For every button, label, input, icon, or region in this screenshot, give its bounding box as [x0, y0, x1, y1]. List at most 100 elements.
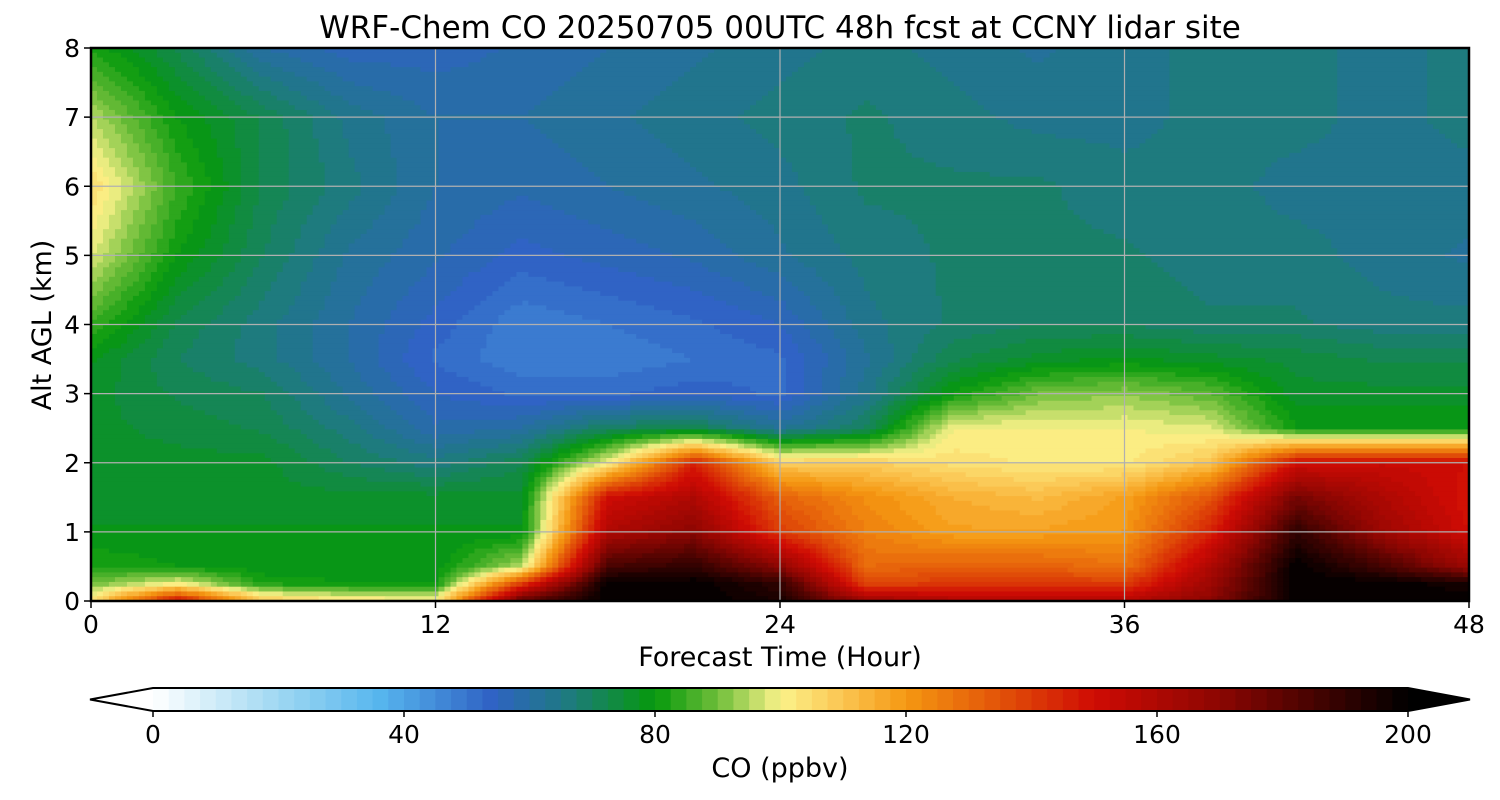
contour-cell	[120, 310, 140, 316]
contour-cell	[222, 305, 260, 311]
contour-cell	[845, 572, 853, 578]
contour-cell	[1235, 539, 1242, 545]
contour-cell	[474, 429, 529, 435]
contour-cell	[1211, 453, 1218, 459]
contour-cell	[1127, 539, 1135, 545]
contour-cell	[1283, 505, 1290, 512]
contour-cell	[618, 448, 625, 454]
contour-cell	[648, 481, 661, 488]
contour-cell	[1265, 357, 1368, 364]
contour-cell	[1217, 477, 1224, 483]
contour-cell	[570, 477, 577, 483]
contour-cell	[768, 500, 775, 507]
contour-cell	[348, 138, 392, 144]
contour-cell	[1295, 472, 1320, 478]
contour-cell	[120, 133, 134, 140]
contour-cell	[234, 267, 254, 273]
contour-cell	[300, 233, 326, 240]
contour-cell	[1151, 524, 1165, 531]
contour-cell	[875, 419, 889, 426]
contour-cell	[234, 100, 260, 106]
contour-cell	[186, 238, 206, 245]
contour-cell	[1343, 505, 1356, 512]
contour-cell	[540, 543, 547, 550]
contour-cell	[929, 405, 943, 411]
contour-cell	[1199, 496, 1212, 502]
contour-cell	[797, 343, 823, 349]
contour-cell	[1181, 534, 1189, 540]
contour-cell	[821, 558, 829, 564]
colorbar-swatch	[639, 688, 656, 711]
contour-cell	[576, 477, 583, 483]
contour-cell	[1271, 553, 1278, 559]
contour-cell	[678, 486, 691, 492]
contour-cell	[492, 591, 500, 597]
contour-cell	[893, 353, 913, 359]
contour-cell	[222, 596, 230, 601]
contour-cell	[726, 462, 733, 469]
contour-cell	[384, 324, 422, 330]
contour-cell	[594, 562, 601, 569]
colorbar-swatch	[1392, 688, 1409, 711]
contour-cell	[600, 500, 607, 507]
contour-cell	[815, 205, 883, 211]
contour-cell	[108, 224, 122, 230]
contour-cell	[318, 310, 356, 316]
contour-cell	[336, 410, 368, 416]
contour-cell	[720, 186, 805, 192]
contour-cell	[534, 524, 541, 531]
contour-cell	[210, 100, 236, 106]
contour-cell	[582, 596, 589, 601]
contour-cell	[785, 381, 805, 388]
contour-cell	[234, 67, 254, 73]
contour-cell	[204, 567, 248, 573]
colorbar-swatch	[262, 688, 280, 711]
contour-cell	[558, 553, 565, 559]
contour-cell	[168, 133, 188, 140]
contour-cell	[576, 524, 583, 531]
contour-cell	[696, 467, 703, 473]
contour-cell	[1175, 558, 1183, 564]
contour-cell	[192, 257, 218, 264]
contour-cell	[1169, 558, 1177, 564]
contour-cell	[756, 453, 763, 459]
contour-cell	[372, 281, 416, 287]
contour-cell	[708, 472, 715, 478]
contour-cell	[228, 596, 236, 601]
contour-cell	[1247, 481, 1254, 488]
contour-cell	[558, 472, 565, 478]
contour-cell	[714, 410, 745, 416]
contour-cell	[91, 553, 140, 559]
contour-cell	[294, 367, 326, 373]
contour-cell	[624, 443, 631, 450]
contour-cell	[726, 491, 733, 497]
contour-cell	[618, 457, 625, 464]
contour-cell	[540, 100, 649, 106]
contour-cell	[827, 319, 853, 326]
contour-cell	[762, 214, 823, 221]
contour-cell	[1211, 510, 1218, 516]
contour-cell	[1241, 558, 1248, 564]
contour-cell	[750, 534, 757, 540]
contour-cell	[216, 415, 284, 421]
contour-cell	[714, 539, 721, 545]
contour-cell	[1313, 496, 1326, 502]
contour-cell	[270, 76, 308, 82]
contour-cell	[486, 453, 523, 459]
contour-cell	[750, 491, 757, 497]
contour-cell	[564, 562, 571, 569]
contour-cell	[120, 343, 140, 349]
contour-cell	[312, 124, 344, 130]
contour-cell	[1253, 500, 1260, 507]
contour-cell	[528, 591, 535, 597]
contour-cell	[1415, 515, 1434, 521]
contour-cell	[1271, 505, 1278, 512]
contour-cell	[258, 148, 290, 154]
contour-cell	[414, 334, 452, 340]
contour-cell	[1259, 457, 1266, 464]
contour-cell	[1235, 519, 1242, 526]
contour-cell	[150, 329, 170, 335]
contour-cell	[857, 381, 877, 388]
contour-cell	[1169, 57, 1338, 63]
contour-cell	[803, 457, 889, 464]
